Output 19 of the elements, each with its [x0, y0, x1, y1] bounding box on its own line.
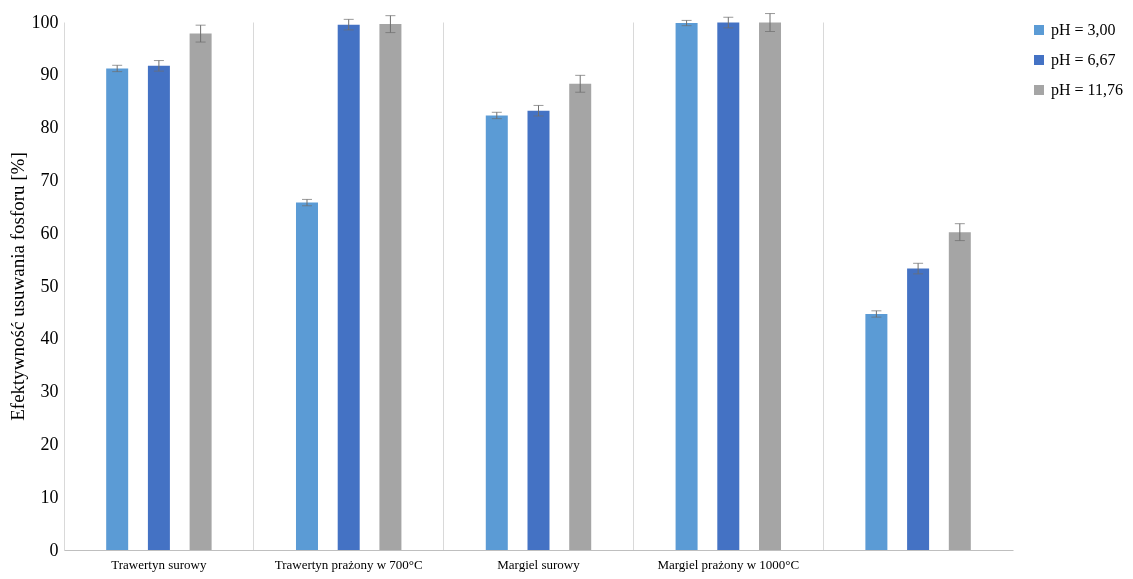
legend-label: pH = 6,67 — [1051, 51, 1116, 69]
x-tick-label: Margiel prażony w 1000°C — [657, 556, 800, 572]
y-tick-label: 60 — [40, 222, 59, 243]
y-tick-label: 20 — [40, 433, 59, 454]
y-tick-label: 30 — [40, 381, 59, 402]
legend-label: pH = 11,76 — [1051, 81, 1123, 99]
y-tick-label: 40 — [40, 328, 59, 349]
x-tick-label: Trawertyn prażony w 700°C — [274, 556, 423, 572]
y-tick-label: 70 — [40, 169, 59, 190]
x-tick-label: Margiel surowy — [497, 556, 581, 572]
y-tick-label: 90 — [40, 64, 59, 85]
y-tick-label: 0 — [49, 539, 59, 560]
y-tick-label: 50 — [40, 275, 59, 296]
y-tick-label: 80 — [40, 117, 59, 138]
y-tick-label: 10 — [40, 486, 59, 507]
legend-label: pH = 3,00 — [1051, 21, 1116, 39]
y-axis-title: Efektywność usuwania fosforu [%] — [6, 152, 28, 421]
y-tick-label: 100 — [31, 11, 59, 32]
x-tick-label: Trawertyn surowy — [111, 556, 207, 572]
